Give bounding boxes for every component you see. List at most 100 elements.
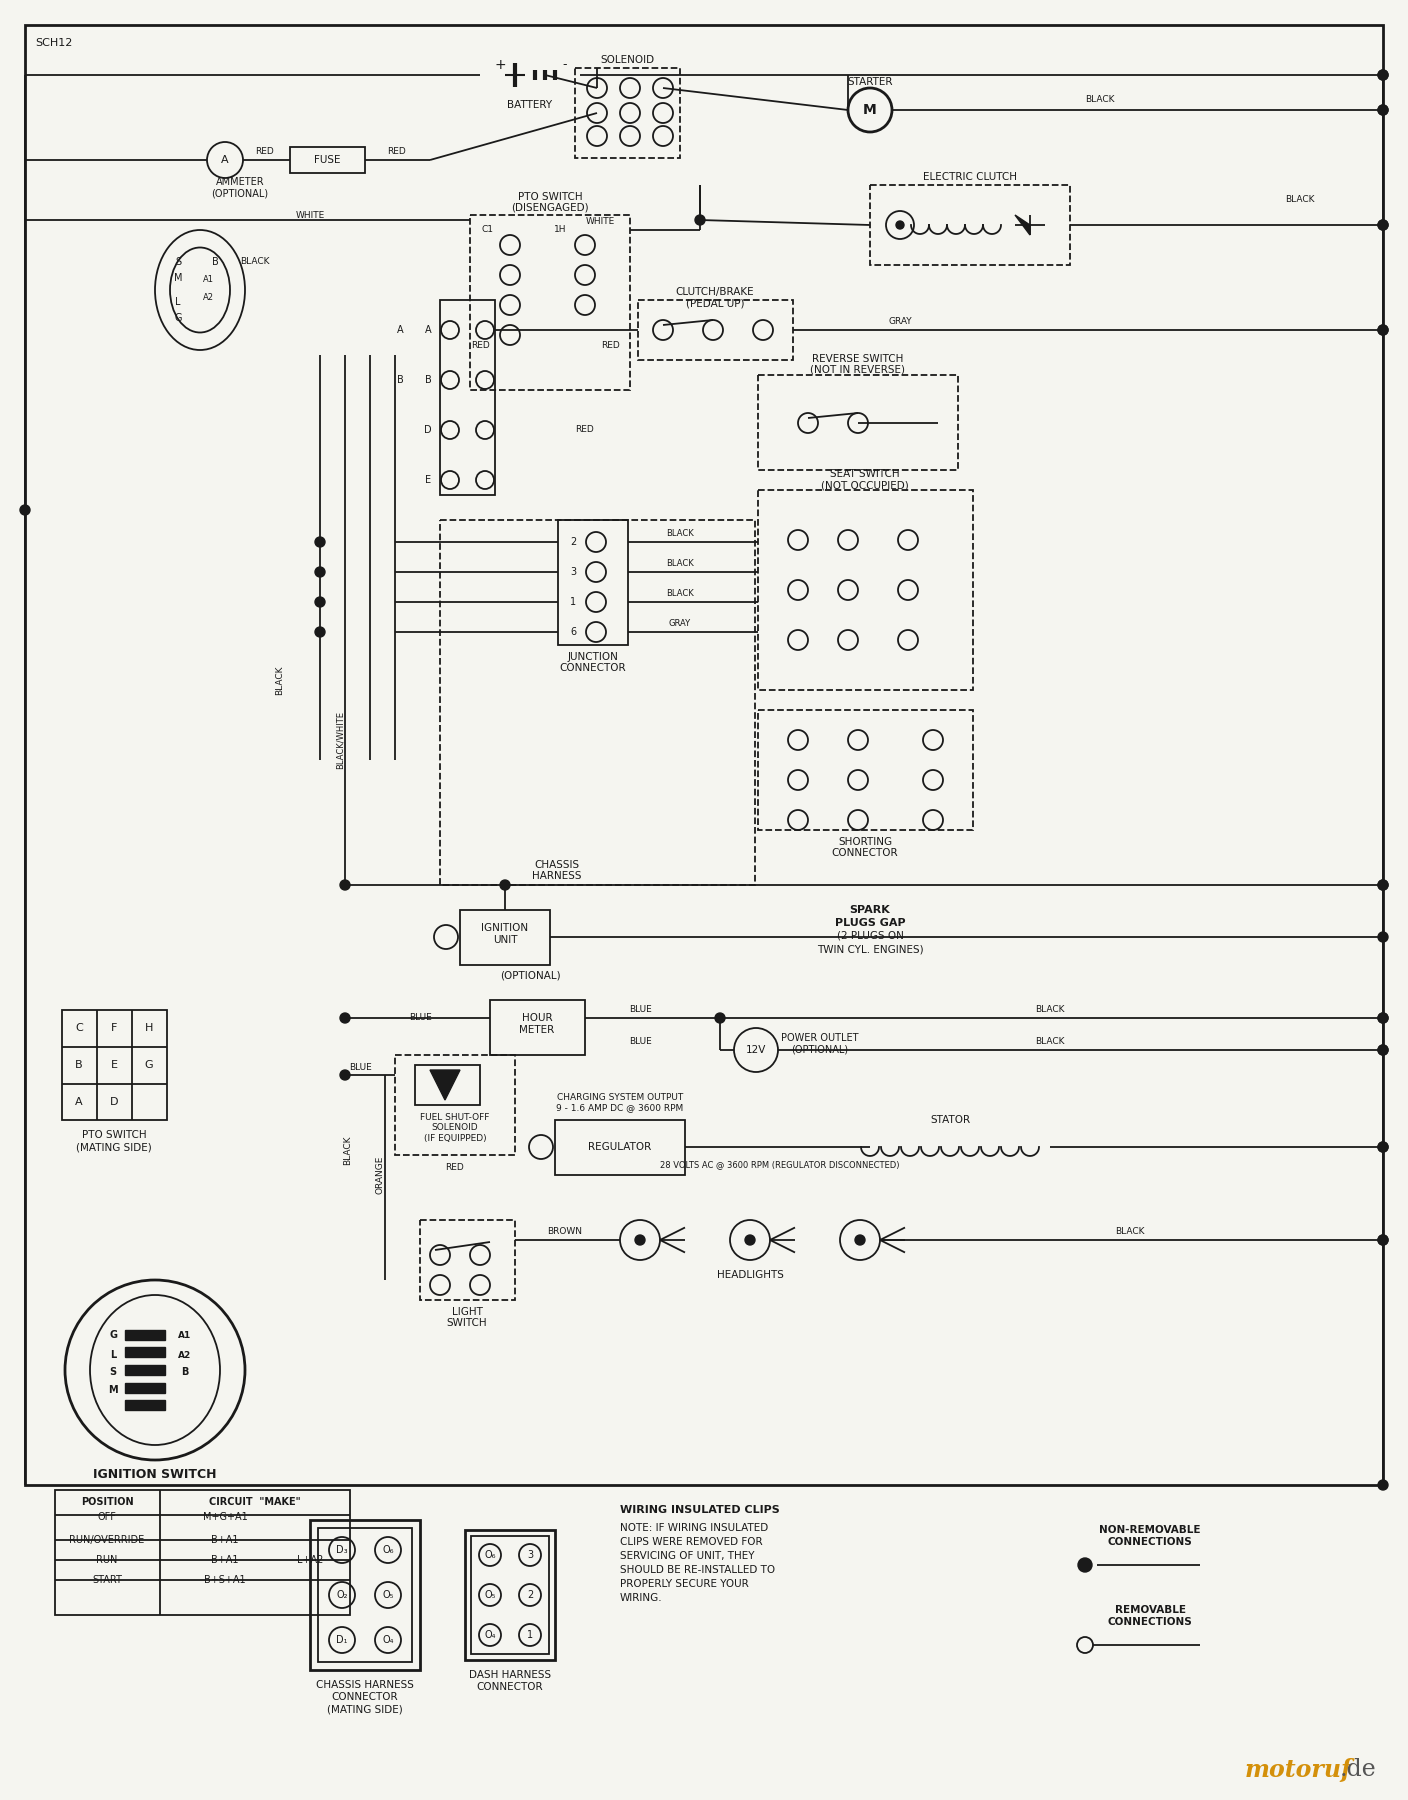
Text: A2: A2	[203, 293, 214, 302]
Text: (OPTIONAL): (OPTIONAL)	[211, 187, 269, 198]
Text: CHASSIS HARNESS: CHASSIS HARNESS	[315, 1679, 414, 1690]
Bar	[758, 490, 973, 689]
Text: A: A	[425, 326, 431, 335]
Circle shape	[895, 221, 904, 229]
Text: (IF EQUIPPED): (IF EQUIPPED)	[424, 1134, 486, 1143]
Polygon shape	[125, 1330, 165, 1339]
Text: BLACK: BLACK	[1286, 196, 1315, 205]
Text: BLACK: BLACK	[241, 257, 270, 266]
Text: A: A	[397, 326, 403, 335]
Text: A2: A2	[179, 1350, 191, 1359]
Text: REMOVABLE: REMOVABLE	[1115, 1606, 1186, 1615]
Bar	[490, 1001, 584, 1055]
Text: A: A	[75, 1096, 83, 1107]
Bar	[758, 709, 973, 830]
Text: SEAT SWITCH: SEAT SWITCH	[831, 470, 900, 479]
Text: HEADLIGHTS: HEADLIGHTS	[717, 1271, 783, 1280]
Text: POSITION: POSITION	[80, 1498, 134, 1507]
Text: BLACK: BLACK	[276, 666, 284, 695]
Text: PTO SWITCH: PTO SWITCH	[82, 1130, 146, 1139]
Text: 28 VOLTS AC @ 3600 RPM (REGULATOR DISCONNECTED): 28 VOLTS AC @ 3600 RPM (REGULATOR DISCON…	[660, 1161, 900, 1170]
Text: 3: 3	[527, 1550, 534, 1561]
Circle shape	[1378, 70, 1388, 79]
Text: RED: RED	[470, 340, 490, 349]
Text: BLACK: BLACK	[666, 529, 694, 538]
Text: HARNESS: HARNESS	[532, 871, 582, 880]
Text: S: S	[175, 257, 182, 266]
Polygon shape	[125, 1364, 165, 1375]
Bar	[472, 1535, 549, 1654]
Circle shape	[315, 598, 325, 607]
Text: SHOULD BE RE-INSTALLED TO: SHOULD BE RE-INSTALLED TO	[620, 1564, 776, 1575]
Circle shape	[1378, 880, 1388, 889]
Bar	[439, 301, 496, 495]
Text: (MATING SIDE): (MATING SIDE)	[76, 1141, 152, 1152]
Text: (NOT IN REVERSE): (NOT IN REVERSE)	[811, 365, 905, 374]
Text: METER: METER	[520, 1024, 555, 1035]
Text: B: B	[425, 374, 431, 385]
Bar	[638, 301, 793, 360]
Text: SCH12: SCH12	[35, 38, 72, 49]
Text: FUSE: FUSE	[314, 155, 341, 166]
Text: 2: 2	[570, 536, 576, 547]
Text: RED: RED	[576, 425, 594, 434]
Text: BLACK: BLACK	[1115, 1228, 1145, 1237]
Text: L+A2: L+A2	[297, 1555, 324, 1564]
Text: .de: .de	[1340, 1759, 1377, 1782]
Text: BLACK: BLACK	[666, 590, 694, 598]
Circle shape	[745, 1235, 755, 1246]
Text: O₄: O₄	[484, 1631, 496, 1640]
Text: B: B	[75, 1060, 83, 1069]
Circle shape	[315, 626, 325, 637]
Text: RUN: RUN	[96, 1555, 118, 1564]
Bar	[415, 1066, 480, 1105]
Text: CLUTCH/BRAKE: CLUTCH/BRAKE	[676, 286, 755, 297]
Text: PTO SWITCH: PTO SWITCH	[518, 193, 583, 202]
Text: D: D	[110, 1096, 118, 1107]
Bar	[25, 25, 1383, 1485]
Text: (PEDAL UP): (PEDAL UP)	[686, 299, 745, 308]
Text: RED: RED	[387, 148, 407, 157]
Circle shape	[1378, 70, 1388, 79]
Text: WIRING.: WIRING.	[620, 1593, 663, 1604]
Text: D: D	[424, 425, 432, 436]
Circle shape	[635, 1235, 645, 1246]
Bar	[396, 1055, 515, 1156]
Text: NON-REMOVABLE: NON-REMOVABLE	[1100, 1525, 1201, 1535]
Text: C: C	[75, 1022, 83, 1033]
Text: G: G	[145, 1060, 153, 1069]
Text: A1: A1	[203, 275, 214, 284]
Text: BLUE: BLUE	[349, 1062, 372, 1071]
Text: O₆: O₆	[382, 1544, 394, 1555]
Circle shape	[500, 880, 510, 889]
Text: S: S	[110, 1366, 117, 1377]
Text: CONNECTOR: CONNECTOR	[477, 1681, 543, 1692]
Circle shape	[1378, 1235, 1388, 1246]
Text: SERVICING OF UNIT, THEY: SERVICING OF UNIT, THEY	[620, 1552, 755, 1561]
Text: WHITE: WHITE	[296, 211, 325, 220]
Text: (MATING SIDE): (MATING SIDE)	[327, 1705, 403, 1714]
Circle shape	[1378, 1480, 1388, 1490]
Text: GRAY: GRAY	[888, 317, 912, 326]
Text: JUNCTION: JUNCTION	[567, 652, 618, 662]
Text: (NOT OCCUPIED): (NOT OCCUPIED)	[821, 481, 910, 490]
Text: BLACK: BLACK	[1035, 1006, 1064, 1015]
Text: LIGHT: LIGHT	[452, 1307, 483, 1318]
Text: IGNITION: IGNITION	[482, 923, 528, 932]
Text: 12V: 12V	[746, 1046, 766, 1055]
Text: M+G+A1: M+G+A1	[203, 1512, 248, 1523]
Text: BATTERY: BATTERY	[507, 101, 552, 110]
Text: RED: RED	[445, 1163, 465, 1172]
Text: ELECTRIC CLUTCH: ELECTRIC CLUTCH	[924, 173, 1017, 182]
Text: SHORTING: SHORTING	[838, 837, 893, 848]
Text: E: E	[110, 1060, 117, 1069]
Text: PROPERLY SECURE YOUR: PROPERLY SECURE YOUR	[620, 1579, 749, 1589]
Polygon shape	[125, 1382, 165, 1393]
Text: A: A	[221, 155, 230, 166]
Text: O₅: O₅	[484, 1589, 496, 1600]
Text: (2 PLUGS ON: (2 PLUGS ON	[836, 931, 904, 941]
Circle shape	[715, 1013, 725, 1022]
Bar	[310, 1519, 420, 1670]
Text: CIRCUIT  "MAKE": CIRCUIT "MAKE"	[210, 1498, 301, 1507]
Text: +: +	[494, 58, 505, 72]
